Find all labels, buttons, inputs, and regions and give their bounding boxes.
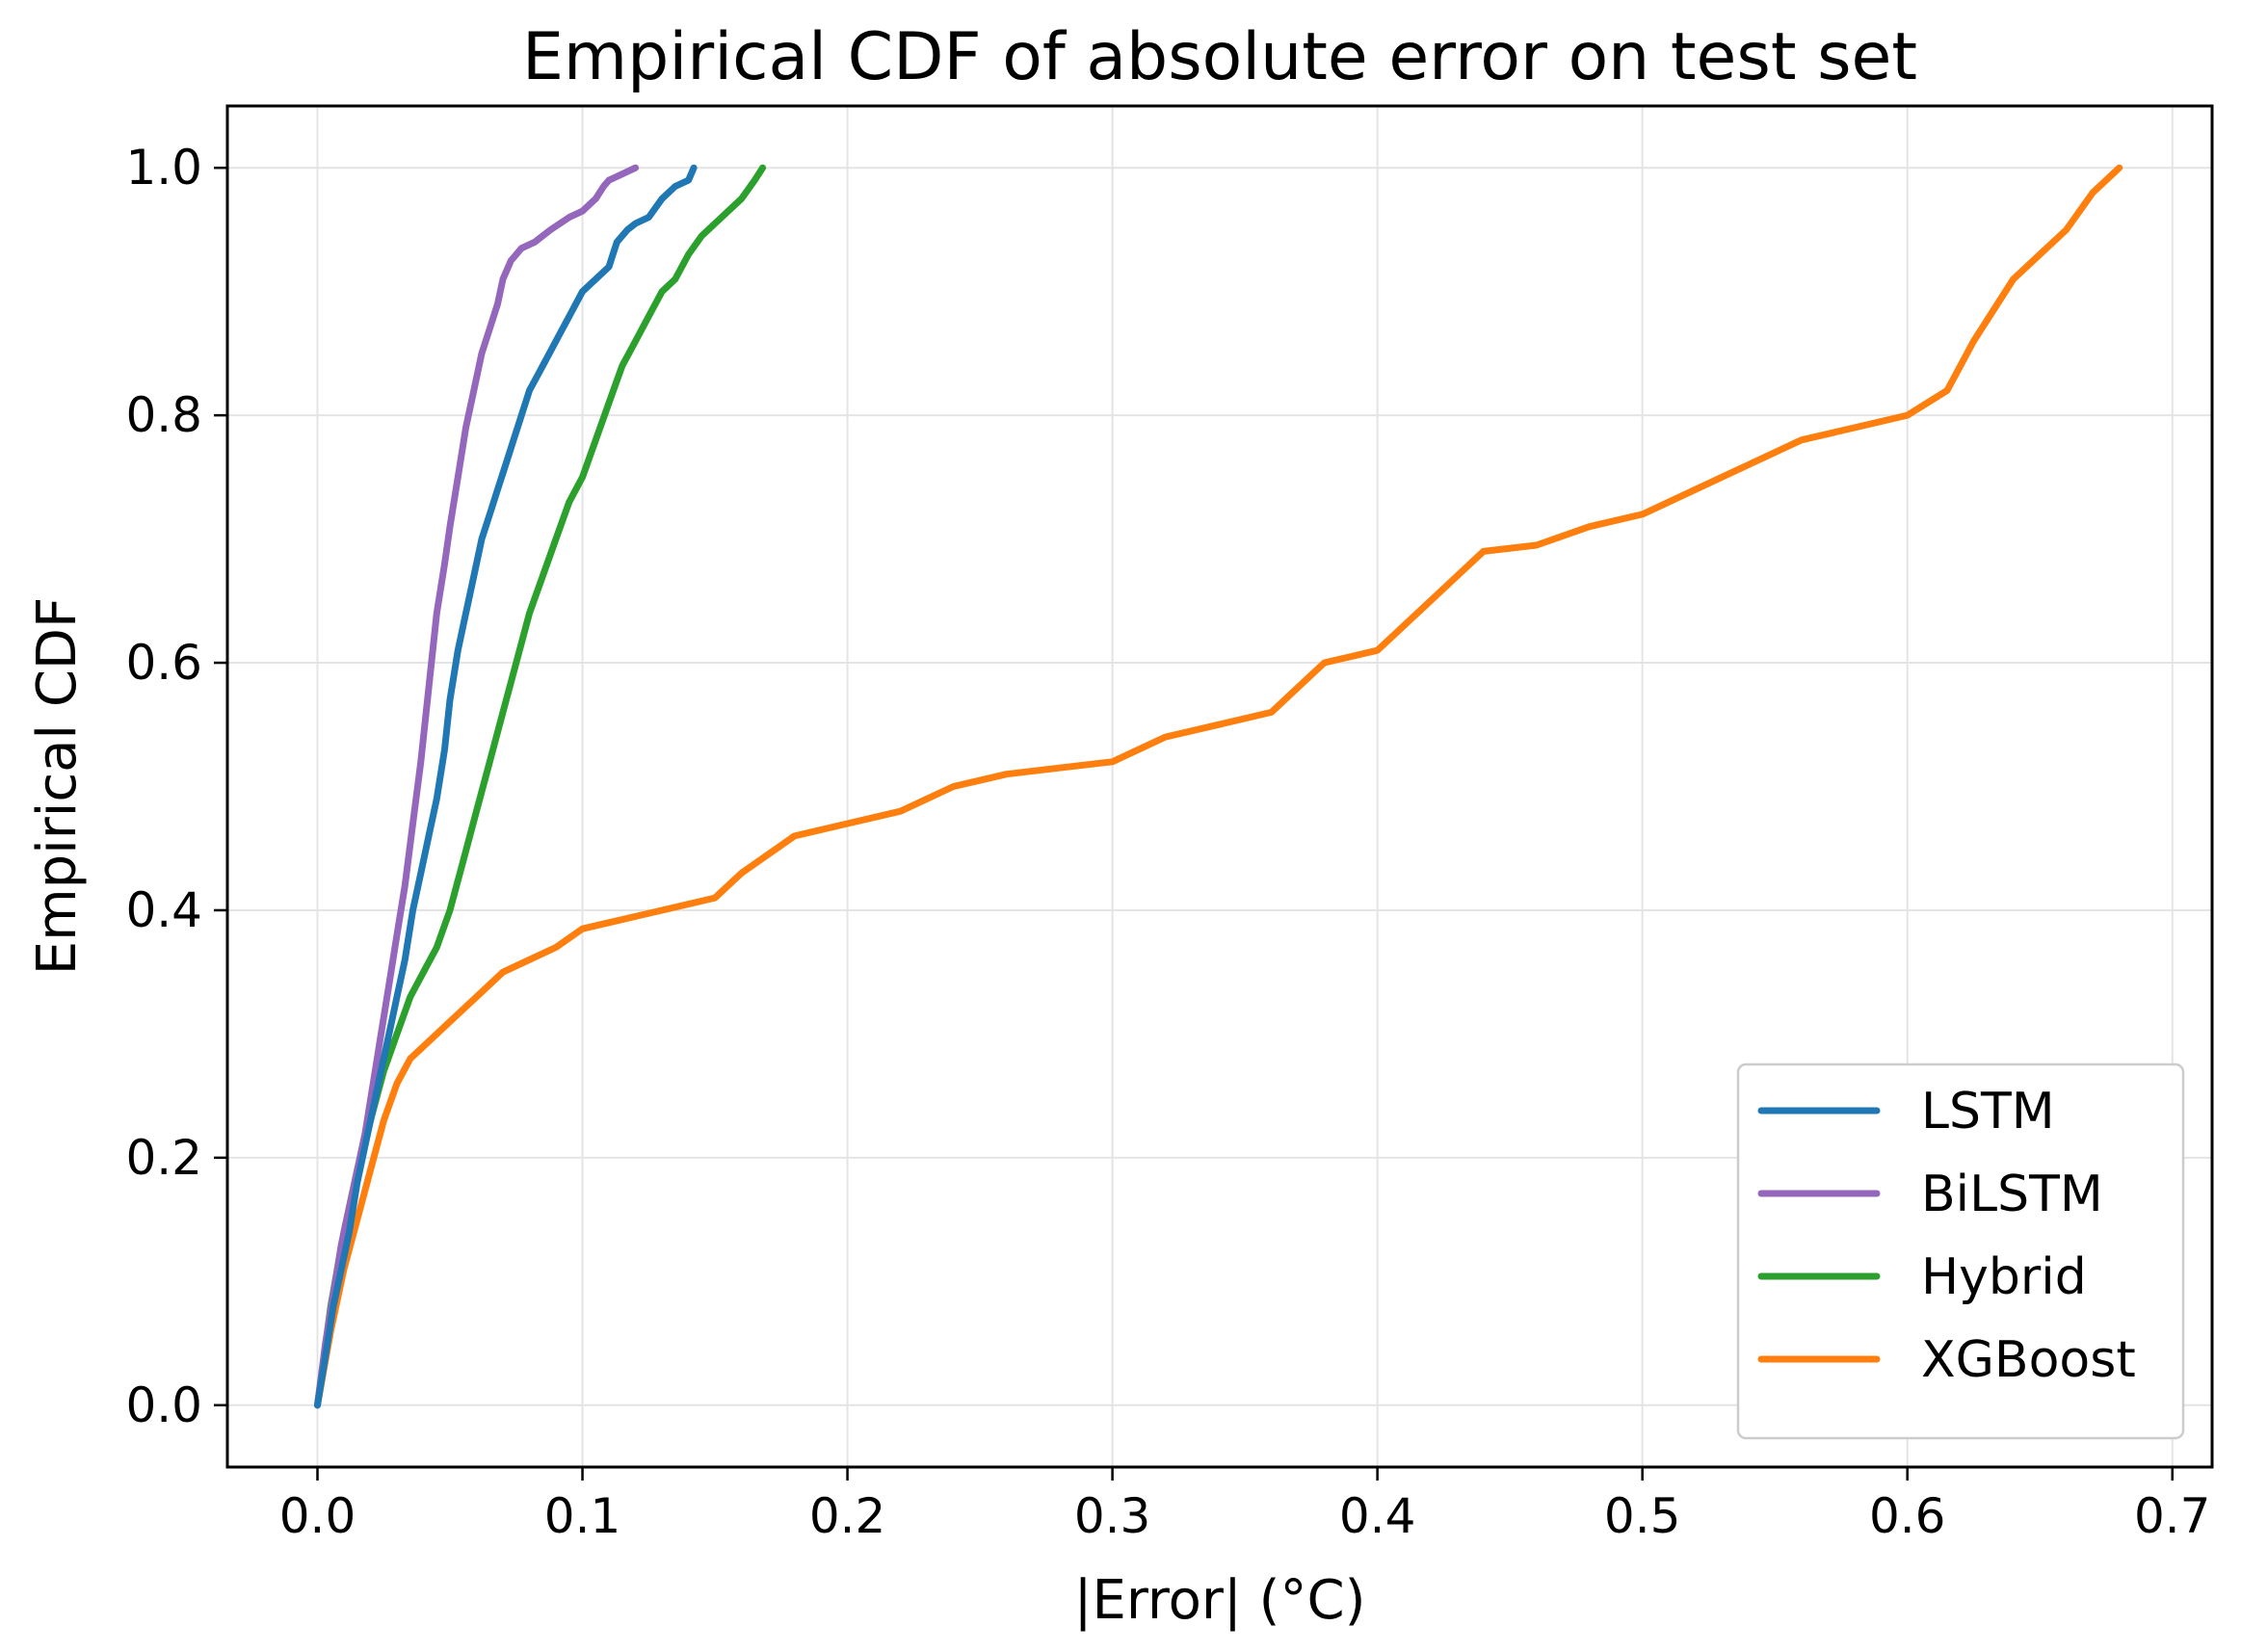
y-axis-ticks: 0.0 0.2 0.4 0.6 0.8 1.0 — [125, 140, 227, 1433]
legend-label-xgboost: XGBoost — [1921, 1331, 2136, 1389]
y-tick-label: 0.0 — [125, 1377, 202, 1433]
plot-frame — [225, 104, 2214, 1469]
y-tick-label: 0.6 — [125, 635, 202, 691]
x-axis-label: |Error| (°C) — [1074, 1569, 1366, 1632]
legend: LSTM BiLSTM Hybrid XGBoost — [1736, 1062, 2185, 1440]
chart-title: Empirical CDF of absolute error on test … — [522, 19, 1917, 95]
series-line-xgboost — [314, 164, 2123, 1409]
y-axis-label: Empirical CDF — [26, 597, 89, 976]
y-tick-label: 0.2 — [125, 1130, 202, 1186]
legend-label-hybrid: Hybrid — [1921, 1248, 2087, 1306]
x-tick-label: 0.6 — [1869, 1488, 1946, 1544]
x-tick-label: 0.2 — [809, 1488, 886, 1544]
x-tick-label: 0.4 — [1339, 1488, 1416, 1544]
plot-series — [314, 164, 2123, 1409]
series-line-bilstm — [314, 164, 640, 1409]
series-line-lstm — [314, 164, 698, 1409]
series-line-hybrid — [314, 164, 767, 1409]
legend-box — [1736, 1062, 2185, 1440]
y-tick-label: 1.0 — [125, 140, 202, 196]
x-tick-label: 0.1 — [544, 1488, 621, 1544]
legend-label-lstm: LSTM — [1921, 1083, 2055, 1141]
x-tick-label: 0.5 — [1604, 1488, 1681, 1544]
x-tick-label: 0.7 — [2134, 1488, 2211, 1544]
y-tick-label: 0.4 — [125, 882, 202, 938]
x-tick-label: 0.3 — [1074, 1488, 1151, 1544]
x-tick-label: 0.0 — [279, 1488, 356, 1544]
legend-label-bilstm: BiLSTM — [1921, 1166, 2103, 1223]
grid-lines — [227, 106, 2212, 1467]
x-axis-ticks: 0.0 0.1 0.2 0.3 0.4 0.5 0.6 0.7 — [279, 1467, 2211, 1544]
y-tick-label: 0.8 — [125, 387, 202, 443]
